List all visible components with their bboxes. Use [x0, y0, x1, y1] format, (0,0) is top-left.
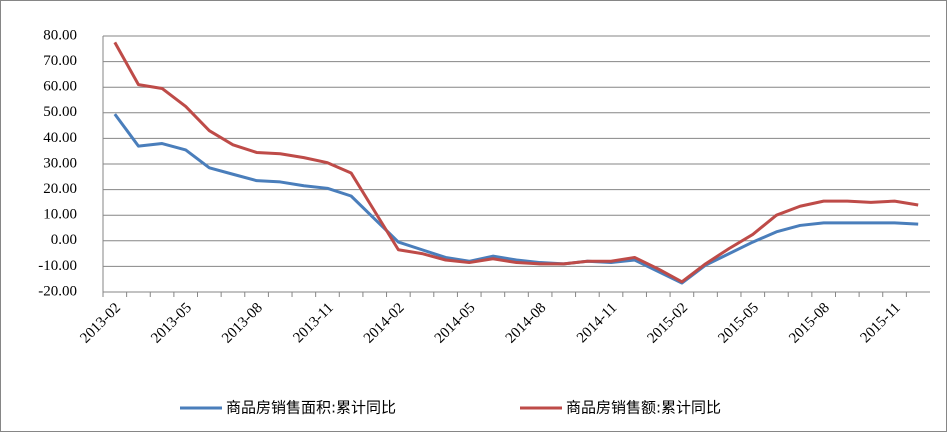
y-tick-label: 0.00	[51, 232, 77, 248]
legend-text: 商品房销售额:累计同比	[566, 399, 721, 417]
y-tick-label: -20.00	[38, 283, 77, 299]
y-tick-label: -10.00	[38, 258, 77, 274]
y-tick-label: 50.00	[43, 104, 77, 120]
legend-text: 商品房销售面积:累计同比	[226, 399, 396, 417]
line-series	[113, 113, 919, 285]
y-tick-label: 60.00	[43, 79, 77, 95]
y-tick-label: 20.00	[43, 181, 77, 197]
y-tick-label: 40.00	[43, 130, 77, 146]
y-tick-label: 10.00	[43, 207, 77, 223]
y-tick-label: 80.00	[43, 27, 77, 43]
y-tick-label: 70.00	[43, 53, 77, 69]
line-series	[113, 41, 919, 284]
y-tick-label: 30.00	[43, 155, 77, 171]
